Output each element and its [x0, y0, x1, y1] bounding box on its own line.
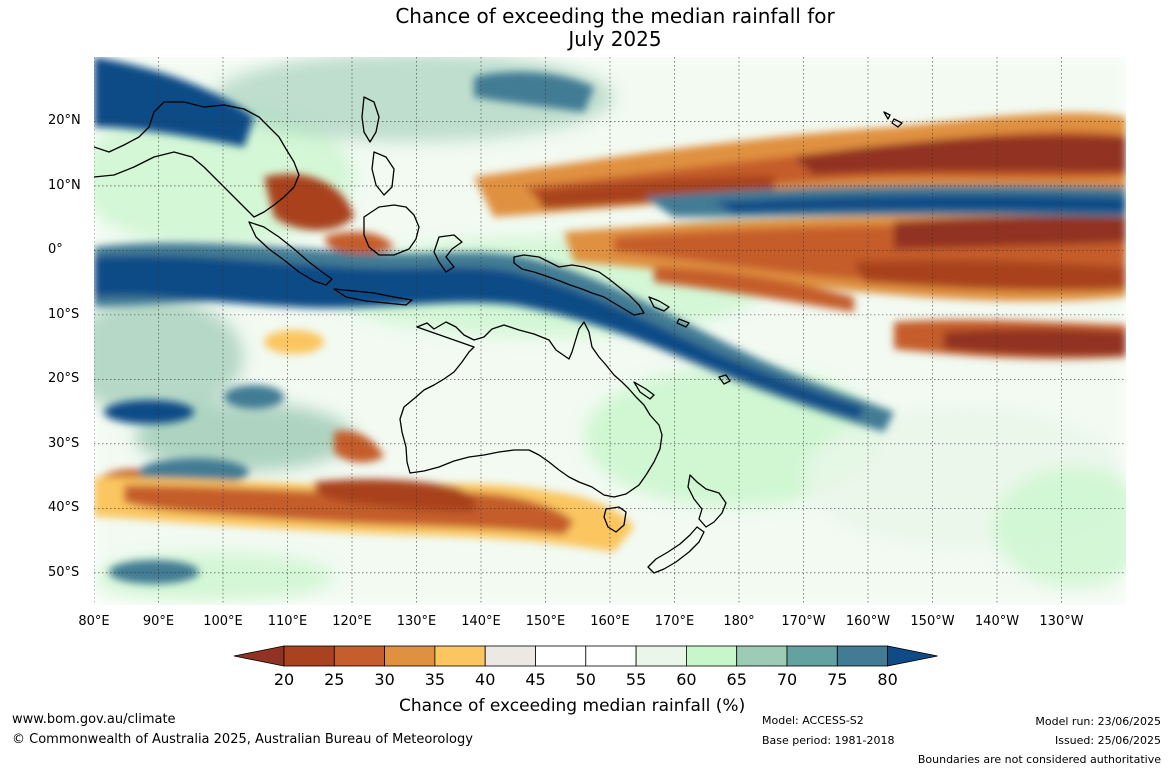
colorbar	[233, 645, 938, 667]
latitude-label: 10°N	[48, 177, 81, 193]
longitude-label: 130°E	[396, 614, 437, 629]
colorbar-tick-label: 45	[525, 670, 546, 689]
colorbar-tick-label: 25	[324, 670, 345, 689]
colorbar-tick-label: 55	[625, 670, 647, 689]
longitude-label: 110°E	[267, 614, 308, 629]
colorbar-swatch	[585, 645, 637, 667]
asia-coastline	[94, 101, 300, 218]
longitude-label: 170°E	[654, 614, 695, 629]
colorbar-tick-label: 80	[877, 670, 898, 689]
colorbar-under-arrow	[233, 645, 285, 667]
footer-issued: Issued: 25/06/2025	[1054, 734, 1161, 747]
colorbar-swatch	[736, 645, 788, 667]
australia-coastline	[399, 321, 663, 498]
latitude-label: 20°S	[48, 371, 80, 387]
footer-model: Model: ACCESS-S2	[762, 714, 864, 727]
latitude-label: 50°S	[48, 564, 80, 580]
hawaii-coastline	[883, 111, 903, 128]
footer-base-period: Base period: 1981-2018	[762, 734, 895, 747]
new-caledonia-coastline	[633, 381, 655, 400]
colorbar-label: Chance of exceeding median rainfall (%)	[399, 696, 746, 716]
colorbar-swatch	[333, 645, 386, 667]
fiji-coastline	[718, 374, 731, 385]
colorbar-swatch	[635, 645, 687, 667]
colorbar-swatch	[434, 645, 486, 667]
java-coastline	[333, 288, 413, 306]
colorbar-swatch	[535, 645, 587, 667]
rainfall-map	[94, 57, 1126, 605]
colorbar-tick-label: 20	[273, 670, 295, 689]
new-zealand-north-island-coastline	[687, 474, 727, 528]
longitude-label: 120°E	[332, 614, 372, 629]
colorbar-swatch	[283, 645, 335, 667]
colorbar-tick-label: 75	[827, 670, 848, 689]
latitude-label: 30°S	[48, 435, 80, 451]
rainfall-map-svg	[94, 57, 1126, 605]
philippines-coastline	[361, 96, 395, 196]
longitude-label: 140°E	[461, 614, 501, 629]
borneo-coastline	[363, 204, 420, 256]
longitude-label: 170°W	[781, 614, 826, 629]
longitude-label: 160°W	[845, 614, 891, 629]
footer-website: www.bom.gov.au/climate	[12, 712, 176, 727]
colorbar-tick-label: 65	[726, 670, 747, 689]
footer-model-run: Model run: 23/06/2025	[1035, 715, 1161, 728]
footer-copyright: © Commonwealth of Australia 2025, Austra…	[12, 732, 473, 747]
colorbar-tick-label: 40	[475, 670, 496, 689]
longitude-label: 150°E	[525, 614, 566, 629]
footer-disclaimer: Boundaries are not considered authoritat…	[917, 753, 1161, 766]
colorbar-swatch	[384, 645, 436, 667]
longitude-label: 150°W	[910, 614, 955, 629]
latitude-label: 10°S	[48, 306, 80, 322]
latitude-label: 20°N	[48, 113, 81, 129]
map-title-line1: Chance of exceeding the median rainfall …	[395, 4, 835, 28]
colorbar-tick-label: 60	[676, 670, 697, 689]
longitude-label: 160°E	[590, 614, 630, 629]
longitude-label: 100°E	[203, 614, 243, 629]
sulawesi-coastline	[433, 234, 463, 273]
colorbar-over-arrow	[887, 645, 938, 667]
longitude-label: 130°W	[1039, 614, 1084, 629]
colorbar-swatch	[484, 645, 536, 667]
colorbar-tick-label: 35	[424, 670, 446, 689]
colorbar-swatch	[786, 645, 838, 667]
colorbar-swatch	[685, 645, 738, 667]
solomon-islands-coastline	[648, 296, 690, 328]
colorbar-tick-label: 30	[374, 670, 395, 689]
latitude-label: 40°S	[48, 500, 80, 516]
longitude-label: 180°	[723, 614, 755, 629]
coastlines	[94, 96, 903, 574]
anomaly-bands	[94, 57, 1126, 584]
new-guinea-coastline	[513, 254, 645, 316]
colorbar-swatch	[836, 645, 888, 667]
latitude-label: 0°	[48, 242, 63, 258]
longitude-label: 90°E	[142, 614, 175, 629]
longitude-label: 80°E	[78, 614, 110, 629]
map-title-line2: July 2025	[568, 27, 662, 51]
sumatra-coastline	[248, 221, 333, 286]
tasmania-coastline	[603, 506, 627, 533]
colorbar-tick-label: 70	[776, 670, 798, 689]
longitude-label: 140°W	[974, 614, 1020, 629]
new-zealand-south-island-coastline	[647, 526, 705, 574]
colorbar-tick-label: 50	[575, 670, 596, 689]
map-graticule	[94, 57, 1126, 605]
